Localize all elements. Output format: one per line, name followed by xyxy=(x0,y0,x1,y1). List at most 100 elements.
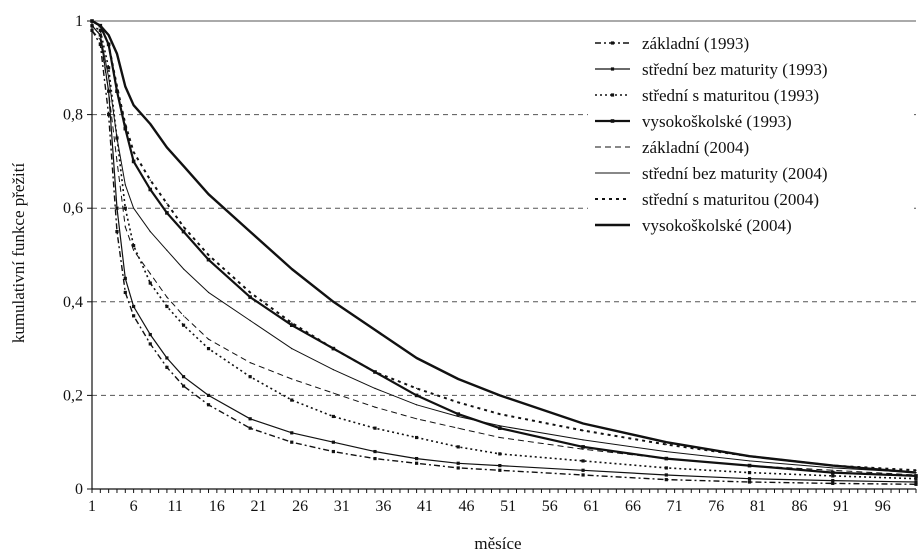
data-point xyxy=(664,473,668,477)
data-point xyxy=(332,369,334,371)
data-point xyxy=(149,231,151,233)
legend-label: střední bez maturity (1993) xyxy=(642,60,828,79)
data-point xyxy=(207,338,210,340)
x-tick-label: 81 xyxy=(750,498,766,515)
data-point xyxy=(498,464,502,468)
data-point xyxy=(331,449,335,454)
data-point xyxy=(665,443,667,446)
data-point xyxy=(206,257,211,262)
data-point xyxy=(831,481,835,485)
data-point xyxy=(98,42,102,46)
data-point xyxy=(165,356,169,360)
data-point xyxy=(206,403,211,407)
data-point xyxy=(499,413,501,415)
data-point xyxy=(131,159,136,164)
data-point xyxy=(132,314,136,318)
data-point xyxy=(99,34,101,36)
data-point xyxy=(149,123,151,125)
data-point xyxy=(249,319,251,322)
data-point xyxy=(166,249,168,251)
legend-box xyxy=(588,27,914,239)
x-tick-label: 41 xyxy=(417,498,433,515)
x-tick-labels: 1 6 11 16 21 26 31 36 41 46 51 56 61 66 71 76 81 86 91 96 xyxy=(88,498,891,515)
x-tick-label: 66 xyxy=(625,498,641,515)
x-tick-label: 36 xyxy=(375,498,391,515)
data-point xyxy=(116,85,118,88)
data-point xyxy=(148,342,152,346)
data-point xyxy=(99,25,101,27)
data-point xyxy=(166,146,168,148)
data-point xyxy=(132,304,136,309)
x-tick-label: 6 xyxy=(130,498,138,515)
data-point xyxy=(332,301,334,303)
data-point xyxy=(582,439,584,441)
series-layer xyxy=(90,19,918,486)
data-point xyxy=(665,457,667,460)
x-tick-label: 71 xyxy=(667,498,683,515)
y-tick-labels: 0 0,2 0,4 0,6 0,8 1 xyxy=(63,13,83,498)
data-point xyxy=(166,296,168,298)
legend-label: základní (1993) xyxy=(642,34,749,53)
data-point xyxy=(498,468,502,472)
data-point xyxy=(748,460,751,462)
x-tick-label: 91 xyxy=(833,498,849,515)
series-1 xyxy=(90,28,918,486)
y-tick-label: 0,2 xyxy=(63,387,83,404)
legend-label: vysokoškolské (1993) xyxy=(642,112,792,131)
y-tick-label: 0,6 xyxy=(63,200,83,217)
data-point xyxy=(331,440,335,444)
data-point xyxy=(115,230,119,234)
legend-label: střední s maturitou (1993) xyxy=(642,86,819,105)
data-point xyxy=(248,426,252,430)
legend-item: střední s maturitou (1993) xyxy=(595,86,819,105)
y-tick-label: 0 xyxy=(75,481,83,498)
x-tick-label: 21 xyxy=(250,498,266,515)
data-point xyxy=(291,348,293,350)
data-point xyxy=(332,392,334,394)
data-point xyxy=(915,474,917,476)
series-line xyxy=(91,20,917,472)
series-8 xyxy=(91,19,917,474)
x-tick-label: 51 xyxy=(500,498,516,515)
data-point xyxy=(181,384,186,388)
data-point xyxy=(115,89,119,93)
data-point xyxy=(124,85,126,88)
series-6 xyxy=(91,25,917,474)
x-tick-label: 46 xyxy=(459,498,475,515)
x-tick-label: 61 xyxy=(583,498,599,515)
data-point xyxy=(374,387,376,389)
data-point xyxy=(165,365,169,369)
legend-label: vysokoškolské (2004) xyxy=(642,216,792,235)
data-point xyxy=(291,322,293,324)
data-point xyxy=(133,104,135,106)
data-point xyxy=(416,387,418,389)
x-axis-title: měsíce xyxy=(474,534,521,553)
x-tick-label: 96 xyxy=(875,498,891,515)
data-point xyxy=(914,477,918,481)
data-point xyxy=(133,249,135,251)
data-point xyxy=(332,348,334,350)
data-point xyxy=(374,406,376,408)
data-point xyxy=(457,415,459,418)
data-point xyxy=(207,291,210,294)
data-point xyxy=(832,469,834,471)
series-line xyxy=(91,30,917,476)
data-point xyxy=(374,371,376,373)
series-line xyxy=(91,19,917,474)
data-point xyxy=(581,445,585,449)
data-point xyxy=(181,229,186,234)
legend-marker xyxy=(610,119,615,123)
data-point xyxy=(207,254,210,256)
data-point xyxy=(457,401,459,404)
data-point xyxy=(499,436,501,439)
data-point xyxy=(116,53,118,55)
data-point xyxy=(249,231,251,233)
data-point xyxy=(665,441,667,443)
legend-item: střední bez maturity (1993) xyxy=(595,60,828,79)
data-point xyxy=(291,378,293,380)
data-point xyxy=(456,445,460,449)
data-point xyxy=(581,459,585,463)
axes xyxy=(87,20,917,493)
data-point xyxy=(165,211,169,215)
data-point xyxy=(148,187,153,192)
